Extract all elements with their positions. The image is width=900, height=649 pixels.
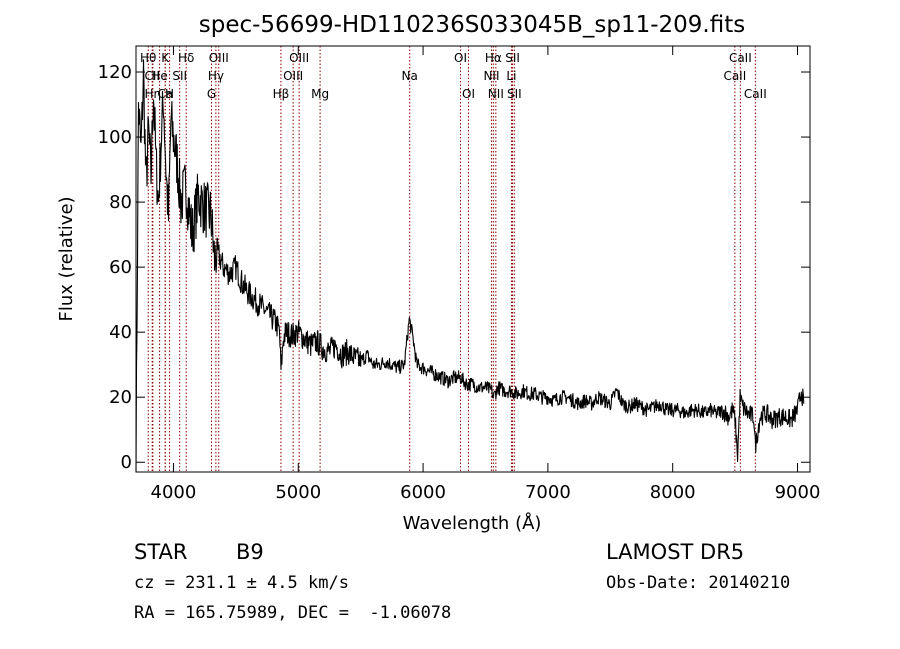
- spectral-line-label: SII: [172, 69, 187, 83]
- y-tick-label: 100: [98, 127, 132, 148]
- spectral-line-label: H: [165, 87, 174, 101]
- survey-label: LAMOST DR5: [606, 540, 745, 564]
- spectrum-line: [135, 59, 805, 473]
- x-tick-label: 6000: [400, 482, 446, 503]
- spectral-line-label: OIII: [209, 51, 229, 65]
- spectral-line-label: Mg: [311, 87, 329, 101]
- spectral-line-label: SII: [505, 51, 520, 65]
- spectral-line-label: G: [207, 87, 216, 101]
- spectral-line-label: CaII: [723, 69, 746, 83]
- spectral-line-label: CaII: [729, 51, 752, 65]
- spectral-line-label: NII: [483, 69, 499, 83]
- y-tick-label: 120: [98, 62, 132, 83]
- redshift-label: cz = 231.1 ± 4.5 km/s: [134, 573, 349, 593]
- x-tick-label: 7000: [525, 482, 571, 503]
- spectral-line-label: CII: [144, 69, 159, 83]
- chart-title: spec-56699-HD110236S033045B_sp11-209.fit…: [199, 12, 745, 38]
- spectral-line-label: He: [151, 69, 167, 83]
- spectral-line-label: OIII: [283, 69, 303, 83]
- x-axis: 4000 5000 6000 7000 8000 9000: [151, 46, 821, 503]
- spectral-line-label: CaII: [744, 87, 767, 101]
- spectral-line-label: Hθ: [140, 51, 156, 65]
- y-tick-label: 60: [109, 257, 132, 278]
- spectral-line-label: Hδ: [178, 51, 194, 65]
- y-tick-label: 40: [109, 322, 132, 343]
- spectral-line-label: Hγ: [208, 69, 224, 83]
- subclass-label: B9: [236, 540, 264, 564]
- x-tick-label: 4000: [151, 482, 197, 503]
- y-axis: 0 20 40 60 80 100 120: [98, 62, 810, 473]
- spectral-line-label: NII: [488, 87, 504, 101]
- obs-date-label: Obs-Date: 20140210: [606, 573, 791, 593]
- coordinates-label: RA = 165.75989, DEC = -1.06078: [134, 603, 452, 623]
- spectral-line-label: Li: [506, 69, 516, 83]
- spectral-line-label: SII: [507, 87, 522, 101]
- spectral-line-label: OI: [454, 51, 467, 65]
- spectral-line-label: Hα: [485, 51, 502, 65]
- spectral-line-label: Ca: [157, 87, 173, 101]
- y-tick-label: 20: [109, 387, 132, 408]
- x-tick-label: 8000: [650, 482, 696, 503]
- x-tick-label: 5000: [275, 482, 321, 503]
- spectral-line-label: Hβ: [273, 87, 290, 101]
- spectral-line-label: K: [161, 51, 170, 65]
- spectral-line-labels: Hθ CII Ca He Hη K H Hδ SII OIII Hγ G Hβ OIII OIII Mg Na O…: [140, 51, 767, 101]
- plot-frame: [135, 45, 811, 473]
- y-tick-label: 0: [121, 452, 132, 473]
- spectral-line-label: OIII: [289, 51, 309, 65]
- y-tick-label: 80: [109, 192, 132, 213]
- x-tick-label: 9000: [775, 482, 821, 503]
- spectral-line-label: Na: [402, 69, 418, 83]
- spectral-line-label: OI: [462, 87, 475, 101]
- spectral-line-markers: [147, 46, 756, 472]
- class-label: STAR: [134, 540, 188, 564]
- x-axis-label: Wavelength (Å): [403, 512, 542, 534]
- spectral-line-label: Hη: [145, 87, 162, 101]
- y-axis-label: Flux (relative): [56, 196, 77, 321]
